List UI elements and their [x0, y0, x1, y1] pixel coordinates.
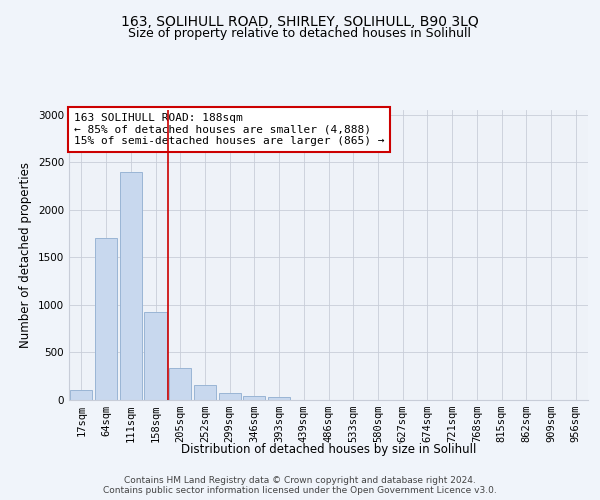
- Text: 163, SOLIHULL ROAD, SHIRLEY, SOLIHULL, B90 3LQ: 163, SOLIHULL ROAD, SHIRLEY, SOLIHULL, B…: [121, 15, 479, 29]
- Text: Distribution of detached houses by size in Solihull: Distribution of detached houses by size …: [181, 442, 476, 456]
- Bar: [95, 238, 117, 400]
- Bar: [70, 390, 92, 400]
- Bar: [268, 397, 290, 400]
- Text: 163 SOLIHULL ROAD: 188sqm
← 85% of detached houses are smaller (4,888)
15% of se: 163 SOLIHULL ROAD: 188sqm ← 85% of detac…: [74, 113, 385, 146]
- Text: Size of property relative to detached houses in Solihull: Size of property relative to detached ho…: [128, 28, 472, 40]
- Y-axis label: Number of detached properties: Number of detached properties: [19, 162, 32, 348]
- Bar: [218, 393, 241, 400]
- Bar: [169, 368, 191, 400]
- Bar: [119, 172, 142, 400]
- Bar: [194, 385, 216, 400]
- Bar: [243, 396, 265, 400]
- Text: Contains HM Land Registry data © Crown copyright and database right 2024.
Contai: Contains HM Land Registry data © Crown c…: [103, 476, 497, 495]
- Bar: [145, 312, 167, 400]
